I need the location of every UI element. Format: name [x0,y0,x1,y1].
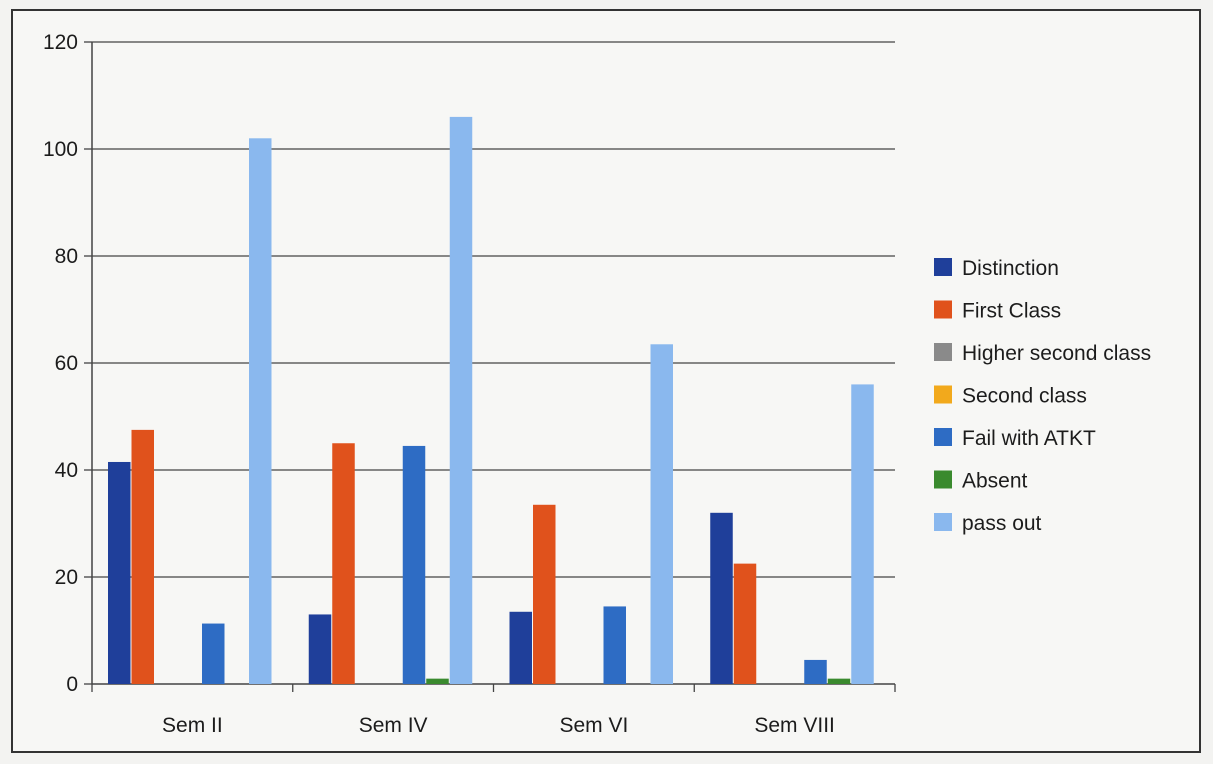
gridlines [92,41,895,578]
legend-label: First Class [962,300,1061,323]
legend-swatch [934,470,952,489]
y-tick-label: 20 [55,566,78,589]
bar-first-class [733,563,757,684]
bar-first-class [533,504,556,684]
bar-fail-with-atkt [603,606,626,684]
legend-label: Second class [962,385,1087,408]
bar-pass-out [650,344,673,684]
bar-first-class [131,429,154,684]
x-category-label: Sem II [162,714,223,737]
x-category-label: Sem VIII [754,714,835,737]
legend-label: Absent [962,470,1028,493]
legend-swatch [934,428,952,446]
y-tick-label: 80 [55,245,78,268]
legend-label: Higher second class [962,342,1151,365]
bar-absent [827,678,851,684]
y-tick-label: 60 [55,352,78,375]
bar-distinction [509,611,532,684]
bar-distinction [710,512,733,684]
y-tick-label: 40 [55,459,78,482]
legend-swatch [934,300,952,319]
bar-absent [426,678,449,684]
legend-swatch [934,385,952,404]
bar-fail-with-atkt [202,623,225,684]
legend-swatch [934,258,952,276]
bar-fail-with-atkt [804,659,827,684]
x-category-label: Sem VI [559,714,628,737]
legend-label: pass out [962,512,1042,535]
bar-fail-with-atkt [402,445,426,684]
y-tick-label: 0 [66,673,78,696]
legend-swatch [934,343,952,361]
legend: Distinction First Class Higher second clas… [934,257,1151,535]
y-tick-label: 100 [43,138,78,161]
bar-distinction [108,461,131,684]
x-category-label: Sem IV [359,714,428,737]
bar-distinction [308,614,332,684]
axis-labels: 0 20 40 60 80 100 120 Sem II Sem IV Sem VI Sem VII… [43,31,835,737]
bar-pass-out [249,138,272,685]
legend-label: Distinction [962,257,1059,280]
y-tick-label: 120 [43,31,78,54]
bar-pass-out [449,116,473,684]
axes [84,41,896,692]
legend-swatch [934,513,952,531]
bar-first-class [332,443,355,684]
bar-pass-out [851,384,874,684]
legend-label: Fail with ATKT [962,427,1096,450]
bars [108,116,874,685]
